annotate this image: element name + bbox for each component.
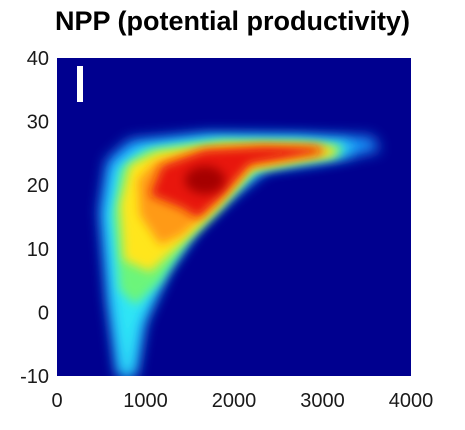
y-tick-label: 10: [27, 239, 49, 261]
x-tick-label: 2000: [212, 390, 257, 412]
y-tick-label: 30: [27, 112, 49, 134]
x-tick-label: 1000: [123, 390, 168, 412]
y-tick-label: 0: [38, 302, 49, 324]
y-axis-ticks: -10 0 10 20 30 40: [20, 48, 49, 388]
x-axis-ticks: 0 1000 2000 3000 4000: [51, 390, 433, 412]
x-tick-label: 3000: [300, 390, 345, 412]
chart-title: NPP (potential productivity): [54, 6, 411, 36]
density-peak: [185, 166, 225, 194]
x-tick-label: 0: [51, 390, 62, 412]
panel-label-mark: [77, 66, 83, 102]
heatmap-density: [100, 134, 380, 376]
y-tick-label: 40: [27, 48, 49, 70]
x-tick-label: 4000: [389, 390, 434, 412]
density-level-red: [150, 147, 322, 218]
y-tick-label: -10: [20, 366, 49, 388]
y-tick-label: 20: [27, 175, 49, 197]
